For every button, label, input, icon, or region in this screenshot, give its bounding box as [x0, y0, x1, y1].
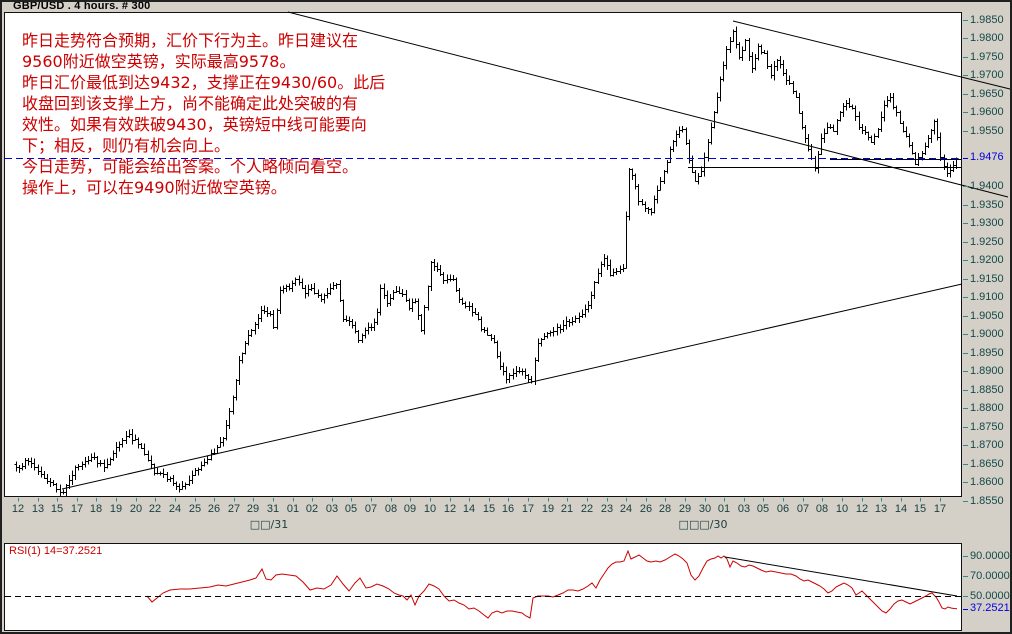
- price-bars[interactable]: [14, 26, 959, 497]
- analysis-note-line: 今日走势，可能会给出答案。个人略倾向看空。: [22, 157, 359, 176]
- rising-trendline-support[interactable]: [61, 283, 963, 490]
- analysis-note-line: 效性。如果有效跌破9430，英镑短中线可能要向: [22, 115, 367, 134]
- current-price-label: 1.9476: [970, 151, 1004, 163]
- analysis-note-line: 9560附近做空英镑，实际最高9578。: [22, 52, 296, 71]
- rsi-falling-trendline[interactable]: [724, 556, 958, 597]
- analysis-note-line: 昨日走势符合预期，汇价下行为主。昨日建议在: [22, 31, 359, 50]
- rsi-panel[interactable]: [4, 543, 962, 631]
- main-price-chart[interactable]: [4, 12, 962, 497]
- chart-title: GBP/USD . 4 hours. # 300: [13, 0, 151, 12]
- analysis-note-line: 下；相反，则仍有机会向上。: [22, 136, 231, 155]
- analysis-note-line: 收盘回到该支撑上方，尚不能确定此处突破的有: [22, 94, 359, 113]
- falling-trendline-long[interactable]: [287, 11, 1009, 198]
- analysis-note: 昨日走势符合预期，汇价下行为主。昨日建议在 9560附近做空英镑，实际最高957…: [22, 30, 385, 198]
- analysis-note-line: 昨日汇价最低到达9432，支撑正在9430/60。此后: [22, 73, 386, 92]
- rsi-indicator-label: RSI(1) 14=37.2521: [9, 545, 103, 557]
- analysis-note-line: 操作上，可以在9490附近做空英镑。: [22, 178, 287, 197]
- rsi-current-value-label: 37.2521: [970, 602, 1010, 614]
- falling-trendline-recent[interactable]: [732, 20, 1011, 90]
- rsi-line: [146, 549, 958, 619]
